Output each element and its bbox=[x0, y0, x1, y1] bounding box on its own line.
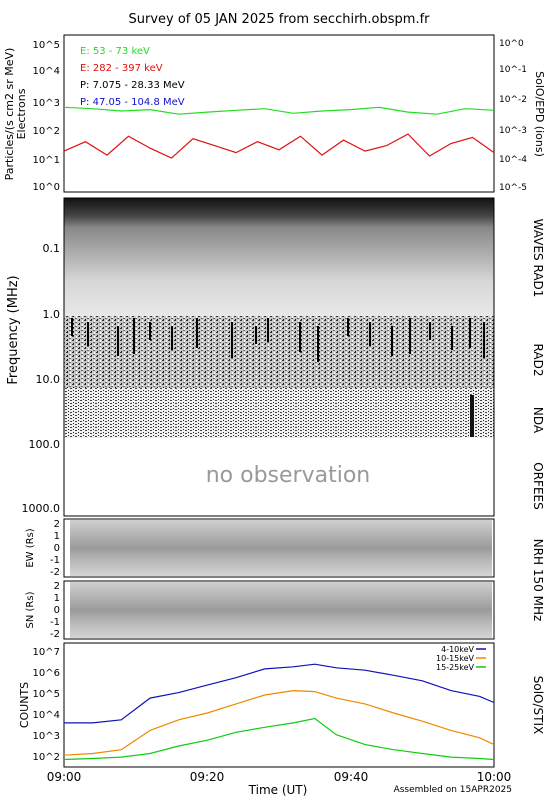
sn-tick-2: 2 bbox=[54, 581, 60, 592]
tick-right-1e-2: 10^-2 bbox=[499, 95, 527, 105]
particles-ylabel-right: SolO/EPD (ions) bbox=[533, 71, 546, 157]
nrh-right-label: NRH 150 MHz bbox=[531, 539, 545, 622]
freq-tick-0-1: 0.1 bbox=[43, 242, 61, 255]
x-tick-0900: 09:00 bbox=[47, 770, 82, 784]
freq-tick-100: 100.0 bbox=[29, 438, 61, 451]
sn-tick-0: 0 bbox=[54, 605, 60, 616]
tick-left-1e0: 10^0 bbox=[33, 182, 60, 193]
stix-tick-1e7: 10^7 bbox=[33, 647, 60, 658]
sn-tick-1: 1 bbox=[54, 593, 60, 604]
particles-legend: E: 53 - 73 keV E: 282 - 397 keV P: 7.075… bbox=[80, 46, 185, 108]
sn-tick-m2: -2 bbox=[50, 629, 60, 640]
tick-left-1e5: 10^5 bbox=[33, 40, 60, 51]
spectrogram-panel: no observation 0.1 1.0 10.0 100.0 1000.0… bbox=[6, 197, 545, 517]
sn-tick-m1: -1 bbox=[50, 617, 60, 628]
label-orfees: ORFEES bbox=[531, 462, 545, 509]
stix-tick-1e4: 10^4 bbox=[33, 710, 60, 721]
series-line-solo-epd-0 bbox=[63, 106, 495, 115]
nda-burst-mark bbox=[470, 395, 474, 437]
tick-right-1e-5: 10^-5 bbox=[499, 183, 527, 193]
ew-tick-2: 2 bbox=[54, 519, 60, 530]
tick-right-1e-1: 10^-1 bbox=[499, 65, 527, 75]
stix-ylabel: COUNTS bbox=[18, 682, 31, 728]
x-tick-0940: 09:40 bbox=[334, 770, 369, 784]
freq-tick-1: 1.0 bbox=[43, 308, 61, 321]
ew-ylabel: EW (Rs) bbox=[25, 528, 36, 567]
series-line-solo-stix-0 bbox=[64, 663, 495, 724]
particles-ylabel-electrons: Electrons bbox=[15, 88, 28, 139]
tick-left-1e1: 10^1 bbox=[33, 155, 60, 166]
legend-item-e53: E: 53 - 73 keV bbox=[80, 46, 150, 57]
sn-ylabel: SN (Rs) bbox=[25, 591, 36, 628]
x-tick-0920: 09:20 bbox=[190, 770, 225, 784]
legend-item-e282: E: 282 - 397 keV bbox=[80, 63, 163, 74]
x-axis-label: Time (UT) bbox=[248, 783, 308, 797]
stix-tick-1e3: 10^3 bbox=[33, 731, 60, 742]
ew-tick-1: 1 bbox=[54, 531, 60, 542]
tick-right-1e-4: 10^-4 bbox=[499, 155, 527, 165]
series-line-solo-stix-1 bbox=[63, 689, 495, 756]
spectrogram-ylabel: Frequency (MHz) bbox=[6, 275, 21, 384]
no-observation-label: no observation bbox=[206, 463, 371, 488]
tick-left-1e4: 10^4 bbox=[33, 66, 60, 77]
series-line-solo-epd-1 bbox=[63, 133, 495, 159]
tick-right-1e-3: 10^-3 bbox=[499, 126, 527, 136]
stix-tick-1e6: 10^6 bbox=[33, 668, 60, 679]
ew-tick-m2: -2 bbox=[50, 567, 60, 578]
footer-assembled: Assembled on 15APR2025 bbox=[394, 785, 512, 795]
stix-legend-15-25: 15-25keV bbox=[436, 663, 475, 672]
nrh-ew-panel: 2 1 0 -1 -2 EW (Rs) bbox=[25, 518, 495, 578]
ew-tick-m1: -1 bbox=[50, 555, 60, 566]
stix-right-label: SolO/STIX bbox=[531, 676, 545, 735]
stix-legend-4-10: 4-10keV bbox=[441, 645, 474, 654]
tick-left-1e3: 10^3 bbox=[33, 98, 60, 109]
series-line-solo-stix-2 bbox=[63, 717, 495, 761]
legend-item-p7: P: 7.075 - 28.33 MeV bbox=[80, 80, 185, 91]
x-tick-1000: 10:00 bbox=[477, 770, 512, 784]
ew-tick-0: 0 bbox=[54, 543, 60, 554]
stix-tick-1e2: 10^2 bbox=[33, 752, 60, 763]
particles-panel: E: 53 - 73 keV E: 282 - 397 keV P: 7.075… bbox=[3, 34, 546, 193]
figure-title: Survey of 05 JAN 2025 from secchirh.obsp… bbox=[129, 12, 431, 27]
label-rad2: RAD2 bbox=[531, 344, 545, 377]
stix-panel: 4-10keV 10-15keV 15-25keV 10^7 10^6 10^5… bbox=[18, 642, 545, 768]
tick-right-1e0: 10^0 bbox=[499, 39, 524, 49]
tick-left-1e2: 10^2 bbox=[33, 126, 60, 137]
x-axis: 09:00 09:20 09:40 10:00 bbox=[47, 770, 512, 784]
particles-ylabel: Particles/(s cm2 sr MeV) bbox=[3, 48, 16, 181]
freq-tick-10: 10.0 bbox=[36, 373, 61, 386]
label-waves-rad1: WAVES RAD1 bbox=[531, 219, 545, 298]
nrh-sn-panel: 2 1 0 -1 -2 SN (Rs) NRH 150 MHz bbox=[25, 539, 545, 640]
legend-item-p47: P: 47.05 - 104.8 MeV bbox=[80, 97, 185, 108]
label-nda: NDA bbox=[531, 407, 545, 434]
freq-tick-1000: 1000.0 bbox=[22, 502, 61, 515]
stix-legend-10-15: 10-15keV bbox=[436, 654, 475, 663]
stix-tick-1e5: 10^5 bbox=[33, 689, 60, 700]
